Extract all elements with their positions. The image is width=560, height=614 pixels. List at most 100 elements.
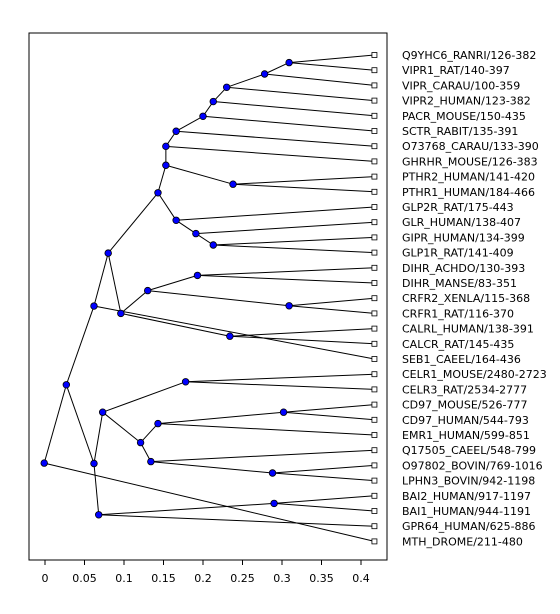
tree-edge xyxy=(165,164,234,185)
tree-edge xyxy=(44,462,375,542)
leaf-label: GHRHR_MOUSE/126-383 xyxy=(402,155,538,168)
leaf-label: DIHR_MANSE/83-351 xyxy=(402,277,517,290)
tree-edge xyxy=(157,165,167,193)
tree-node-marker xyxy=(199,112,207,120)
tree-edge xyxy=(213,244,375,254)
tree-edge xyxy=(107,252,122,314)
tree-node-marker xyxy=(40,459,48,467)
x-tick-label: 0.2 xyxy=(194,572,212,585)
leaf-marker xyxy=(371,143,378,150)
tree-edge xyxy=(150,449,375,463)
leaf-label: BAI1_HUMAN/944-1191 xyxy=(402,505,531,518)
tree-edge xyxy=(65,384,95,464)
leaf-label: Q17505_CAEEL/548-799 xyxy=(402,444,536,457)
tree-edge xyxy=(43,384,67,464)
leaf-marker xyxy=(371,523,378,530)
leaf-label: CALCR_RAT/145-435 xyxy=(402,338,514,351)
tree-edge xyxy=(274,502,375,512)
tree-edge xyxy=(229,328,375,337)
tree-node-marker xyxy=(285,302,293,310)
tree-edge xyxy=(264,62,290,75)
tree-edge xyxy=(93,412,104,464)
tree-edge xyxy=(226,73,265,88)
tree-edge xyxy=(289,54,375,64)
tree-node-marker xyxy=(192,229,200,238)
leaf-label: O73768_CARAU/133-390 xyxy=(402,140,539,153)
tree-node-marker xyxy=(62,381,71,389)
tree-node-marker xyxy=(98,408,107,416)
tree-edge xyxy=(272,472,375,482)
tree-edge xyxy=(165,145,375,162)
leaf-label: GPR64_HUMAN/625-886 xyxy=(402,520,536,533)
tree-node-marker xyxy=(104,249,112,257)
leaf-label: VIPR1_RAT/140-397 xyxy=(402,64,510,77)
tree-edge xyxy=(107,192,159,254)
leaf-label: PACR_MOUSE/150-435 xyxy=(402,110,526,123)
tree-node-marker xyxy=(285,58,293,67)
x-tick-label: 0.4 xyxy=(352,572,370,585)
leaf-label: DIHR_ACHDO/130-393 xyxy=(402,262,525,275)
leaf-marker xyxy=(371,386,378,393)
tree-node-marker xyxy=(162,142,170,151)
leaf-marker xyxy=(371,158,378,165)
leaf-marker xyxy=(371,477,378,484)
leaf-label: CD97_MOUSE/526-777 xyxy=(402,399,527,412)
leaf-marker xyxy=(371,538,378,545)
leaf-label: GIPR_HUMAN/134-399 xyxy=(402,231,525,244)
tree-node-marker xyxy=(270,499,278,508)
tree-node-marker xyxy=(117,309,125,318)
leaf-marker xyxy=(371,325,378,332)
leaf-marker xyxy=(371,401,378,408)
leaf-label: GLP1R_RAT/141-409 xyxy=(402,247,514,260)
tree-edge xyxy=(102,381,186,413)
tree-node-marker xyxy=(172,127,180,135)
leaf-label: PTHR1_HUMAN/184-466 xyxy=(402,186,535,199)
tree-edge xyxy=(185,373,375,383)
tree-node-marker xyxy=(154,189,162,197)
leaf-label: VIPR_CARAU/100-359 xyxy=(402,79,520,92)
tree-node-marker xyxy=(95,511,103,519)
tree-node-marker xyxy=(143,286,152,295)
tree-edge xyxy=(289,305,375,314)
tree-edge xyxy=(157,423,375,436)
leaf-marker xyxy=(371,82,378,89)
tree-edge xyxy=(93,305,375,360)
tree-edge xyxy=(147,290,290,307)
leaf-label: EMR1_HUMAN/599-851 xyxy=(402,429,530,442)
tree-node-marker xyxy=(172,216,180,224)
x-tick-label: 0.35 xyxy=(309,572,334,585)
leaf-marker xyxy=(371,249,378,256)
tree-edge xyxy=(65,305,95,385)
leaf-label: CELR3_RAT/2534-2777 xyxy=(402,383,527,396)
tree-node-marker xyxy=(162,161,170,169)
leaf-label: MTH_DROME/211-480 xyxy=(402,535,523,548)
leaf-marker xyxy=(371,204,378,210)
tree-edge xyxy=(213,101,375,117)
tree-edge xyxy=(264,73,375,86)
x-tick-label: 0.05 xyxy=(72,572,97,585)
tree-node-marker xyxy=(226,332,234,340)
tree-edge xyxy=(283,411,375,421)
tree-edge xyxy=(93,252,109,307)
x-tick-label: 0.1 xyxy=(115,572,133,585)
x-tick-label: 0.3 xyxy=(273,572,291,585)
leaf-label: SEB1_CAEEL/164-436 xyxy=(402,353,521,366)
tree-edge xyxy=(120,312,230,337)
leaf-label: SCTR_RABIT/135-391 xyxy=(402,125,518,138)
tree-edge xyxy=(289,62,375,71)
leaf-marker xyxy=(371,188,378,195)
tree-node-marker xyxy=(193,271,202,280)
tree-node-marker xyxy=(279,408,288,416)
leaf-labels: Q9YHC6_RANRI/126-382 VIPR1_RAT/140-397 VIP… xyxy=(402,49,547,548)
leaf-marker xyxy=(371,219,378,226)
leaf-marker xyxy=(371,173,378,180)
x-tick-label: 0.15 xyxy=(151,572,176,585)
leaf-marker xyxy=(371,264,378,271)
plot-frame xyxy=(28,32,388,561)
x-axis: 0 0.05 0.1 0.15 0.2 0.25 0.3 0.35 0.4 xyxy=(42,560,370,585)
leaf-marker xyxy=(371,447,378,454)
leaf-marker xyxy=(371,112,378,119)
tree-edge xyxy=(229,335,375,345)
tree-node-marker xyxy=(136,438,145,447)
tree-node-marker xyxy=(181,378,190,386)
